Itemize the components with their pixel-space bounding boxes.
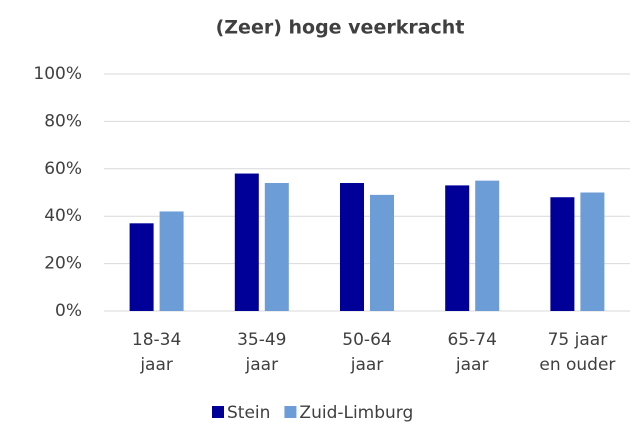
y-tick-label: 40%	[44, 206, 82, 226]
x-tick-label: 18-34	[132, 330, 181, 350]
chart-title: (Zeer) hoge veerkracht	[216, 17, 465, 39]
legend-label: Stein	[227, 403, 270, 423]
bar	[159, 211, 184, 311]
bar	[340, 183, 364, 311]
bar	[550, 197, 575, 311]
y-tick-label: 20%	[44, 254, 82, 274]
y-tick-label: 60%	[44, 159, 82, 179]
x-tick-label: jaar	[455, 355, 489, 375]
x-tick-label: 50-64	[342, 330, 391, 350]
x-tick-label: jaar	[350, 355, 384, 375]
legend-label: Zuid-Limburg	[299, 403, 413, 423]
y-tick-label: 0%	[55, 301, 82, 321]
bar	[129, 223, 154, 311]
legend-swatch	[212, 406, 224, 418]
x-tick-label: en ouder	[539, 355, 615, 375]
x-tick-label: 35-49	[237, 330, 286, 350]
bar	[445, 185, 470, 311]
bar	[264, 183, 289, 311]
bar	[580, 192, 605, 311]
x-tick-label: 75 jaar	[548, 330, 608, 350]
legend-swatch	[284, 406, 297, 418]
x-tick-label: jaar	[139, 355, 173, 375]
x-tick-label: 65-74	[447, 330, 496, 350]
y-tick-label: 80%	[44, 111, 82, 131]
bar	[475, 180, 500, 311]
x-tick-label: jaar	[245, 355, 279, 375]
y-tick-label: 100%	[33, 64, 82, 84]
bar	[234, 173, 259, 311]
bar	[370, 194, 394, 311]
